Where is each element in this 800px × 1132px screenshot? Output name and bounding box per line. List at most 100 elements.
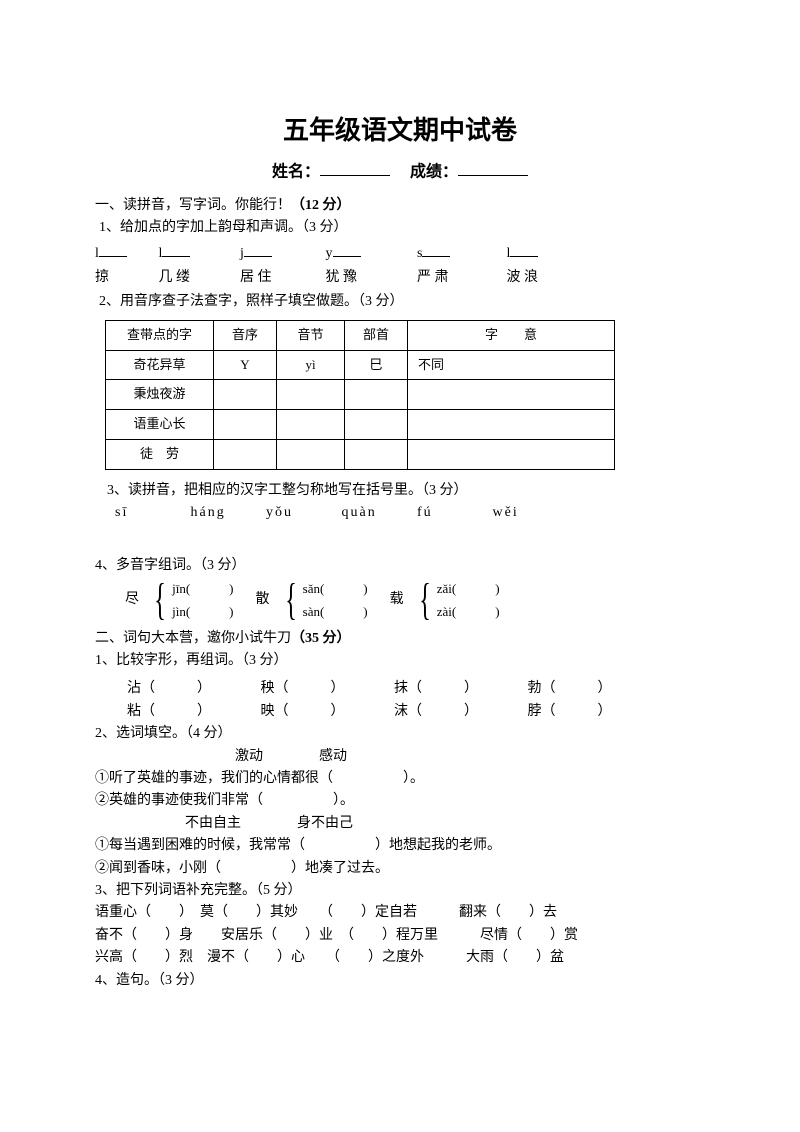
q2-words1: 激动 感动 xyxy=(235,746,705,768)
q2-l4[interactable]: ②闻到香味，小刚（ ）地凑了过去。 xyxy=(95,858,705,880)
q2-l2[interactable]: ②英雄的事迹使我们非常（ ）。 xyxy=(95,790,705,812)
pa-0[interactable]: 沾（ ） xyxy=(127,678,257,700)
q3-r3[interactable]: 兴高（ ）烈 漫不（ ）心 （ ）之度外 大雨（ ）盆 xyxy=(95,947,705,969)
poly-0a[interactable]: jīn( ) xyxy=(172,577,233,600)
hz-2: 居 住 xyxy=(240,267,322,289)
poly-char-0: 尽 xyxy=(115,589,149,611)
r2c4[interactable] xyxy=(408,410,615,440)
pa-2[interactable]: 抹（ ） xyxy=(394,678,524,700)
r1c1[interactable] xyxy=(214,380,277,410)
hz-0: 掠 xyxy=(95,267,155,289)
table-row: 徒 劳 xyxy=(106,439,615,469)
pa-1[interactable]: 秧（ ） xyxy=(261,678,391,700)
name-blank[interactable] xyxy=(320,158,390,177)
q2-l3[interactable]: ①每当遇到困难的时候，我常常（ ）地想起我的老师。 xyxy=(95,835,705,857)
brace-icon: { xyxy=(154,578,167,622)
poly-group-2: 载 { zǎi( ) zài( ) xyxy=(380,577,500,624)
score-label: 成绩： xyxy=(410,163,458,180)
blank-3[interactable] xyxy=(333,242,361,257)
sec2-q3: 3、把下列词语补充完整。（5 分） xyxy=(95,880,705,902)
pa-3[interactable]: 勃（ ） xyxy=(528,678,658,700)
section-2: 二、词句大本营，邀你小试牛刀（35 分） 1、比较字形，再组词。（3 分） 沾（… xyxy=(95,628,705,992)
py-0: sī xyxy=(115,502,185,524)
poly-2b[interactable]: zài( ) xyxy=(437,600,500,623)
sec1-points: （12 分） xyxy=(291,198,351,213)
q3-r1[interactable]: 语重心（ ） 莫（ ）其妙 （ ）定自若 翻来（ ）去 xyxy=(95,902,705,924)
r2c2[interactable] xyxy=(277,410,345,440)
r1c4[interactable] xyxy=(408,380,615,410)
pinyin-initials-row: l l j y s l xyxy=(95,242,705,265)
score-blank[interactable] xyxy=(458,158,528,177)
poly-char-2: 载 xyxy=(380,589,414,611)
lookup-table: 查带点的字 音序 音节 部首 字 意 奇花异草 Y yì 巳 不同 秉烛夜游 语… xyxy=(105,320,615,470)
hz-5: 波 浪 xyxy=(507,267,567,289)
sec1-heading: 一、读拼音，写字词。你能行！ xyxy=(95,198,291,213)
poly-2a[interactable]: zǎi( ) xyxy=(437,577,500,600)
r2c3[interactable] xyxy=(345,410,408,440)
section-1: 一、读拼音，写字词。你能行！（12 分） 1、给加点的字加上韵母和声调。（3 分… xyxy=(95,195,705,624)
brace-icon: { xyxy=(419,578,432,622)
sec2-heading: 二、词句大本营，邀你小试牛刀 xyxy=(95,631,291,646)
r2c1[interactable] xyxy=(214,410,277,440)
poly-1b[interactable]: sàn( ) xyxy=(303,600,368,623)
r3c0: 徒 劳 xyxy=(106,439,214,469)
sec1-q3: 3、读拼音，把相应的汉字工整匀称地写在括号里。（3 分） xyxy=(107,480,705,502)
table-row: 秉烛夜游 xyxy=(106,380,615,410)
r0c4: 不同 xyxy=(408,350,615,380)
poly-group-1: 散 { sǎn( ) sàn( ) xyxy=(246,577,368,624)
sec1-q1: 1、给加点的字加上韵母和声调。（3 分） xyxy=(99,217,705,239)
r1c0: 秉烛夜游 xyxy=(106,380,214,410)
blank-1[interactable] xyxy=(162,242,190,257)
sec1-q4: 4、多音字组词。（3 分） xyxy=(95,555,705,577)
poly-0b[interactable]: jìn( ) xyxy=(172,600,233,623)
poly-char-1: 散 xyxy=(246,589,280,611)
q3-pinyin-row: sī háng yǒu quàn fú wěi xyxy=(115,502,705,524)
th-3: 部首 xyxy=(345,320,408,350)
r0c0: 奇花异草 xyxy=(106,350,214,380)
r0c3: 巳 xyxy=(345,350,408,380)
th-2: 音节 xyxy=(277,320,345,350)
hz-1: 几 缕 xyxy=(159,267,237,289)
pb-0[interactable]: 粘（ ） xyxy=(127,701,257,723)
py-3: quàn xyxy=(342,502,412,524)
meta-line: 姓名： 成绩： xyxy=(95,158,705,185)
page-title: 五年级语文期中试卷 xyxy=(95,110,705,152)
blank-4[interactable] xyxy=(422,242,450,257)
blank-2[interactable] xyxy=(244,242,272,257)
py-4: fú xyxy=(417,502,487,524)
polyphonic-row: 尽 { jīn( ) jìn( ) 散 { sǎn( ) sàn( ) 载 { xyxy=(115,577,705,624)
sec2-q1: 1、比较字形，再组词。（3 分） xyxy=(95,650,705,672)
py-2: yǒu xyxy=(266,502,336,524)
q3-r2[interactable]: 奋不（ ）身 安居乐（ ）业 （ ）程万里 尽情（ ）赏 xyxy=(95,925,705,947)
blank-5[interactable] xyxy=(510,242,538,257)
pb-2[interactable]: 沫（ ） xyxy=(394,701,524,723)
name-label: 姓名： xyxy=(272,163,320,180)
q2-words2: 不由自主 身不由己 xyxy=(185,813,705,835)
sec2-points: （35 分） xyxy=(291,631,351,646)
hz-3: 犹 豫 xyxy=(326,267,414,289)
poly-1a[interactable]: sǎn( ) xyxy=(303,577,368,600)
poly-group-0: 尽 { jīn( ) jìn( ) xyxy=(115,577,234,624)
exam-page: 五年级语文期中试卷 姓名： 成绩： 一、读拼音，写字词。你能行！（12 分） 1… xyxy=(0,0,800,1032)
sec2-q4: 4、造句。（3 分） xyxy=(95,970,705,992)
table-row: 奇花异草 Y yì 巳 不同 xyxy=(106,350,615,380)
th-0: 查带点的字 xyxy=(106,320,214,350)
init-3: y xyxy=(326,243,333,265)
sec2-q2: 2、选词填空。（4 分） xyxy=(95,723,705,745)
q2-l1[interactable]: ①听了英雄的事迹，我们的心情都很（ ）。 xyxy=(95,768,705,790)
py-5: wěi xyxy=(493,502,563,524)
r3c4[interactable] xyxy=(408,439,615,469)
r3c3[interactable] xyxy=(345,439,408,469)
r1c2[interactable] xyxy=(277,380,345,410)
table-row: 语重心长 xyxy=(106,410,615,440)
blank-0[interactable] xyxy=(99,242,127,257)
th-4: 字 意 xyxy=(408,320,615,350)
r3c2[interactable] xyxy=(277,439,345,469)
hanzi-row: 掠 几 缕 居 住 犹 豫 严 肃 波 浪 xyxy=(95,267,705,289)
pb-3[interactable]: 脖（ ） xyxy=(528,701,658,723)
r3c1[interactable] xyxy=(214,439,277,469)
r0c1: Y xyxy=(214,350,277,380)
pb-1[interactable]: 映（ ） xyxy=(261,701,391,723)
r1c3[interactable] xyxy=(345,380,408,410)
sec1-q2: 2、用音序查子法查字，照样子填空做题。（3 分） xyxy=(99,291,705,313)
